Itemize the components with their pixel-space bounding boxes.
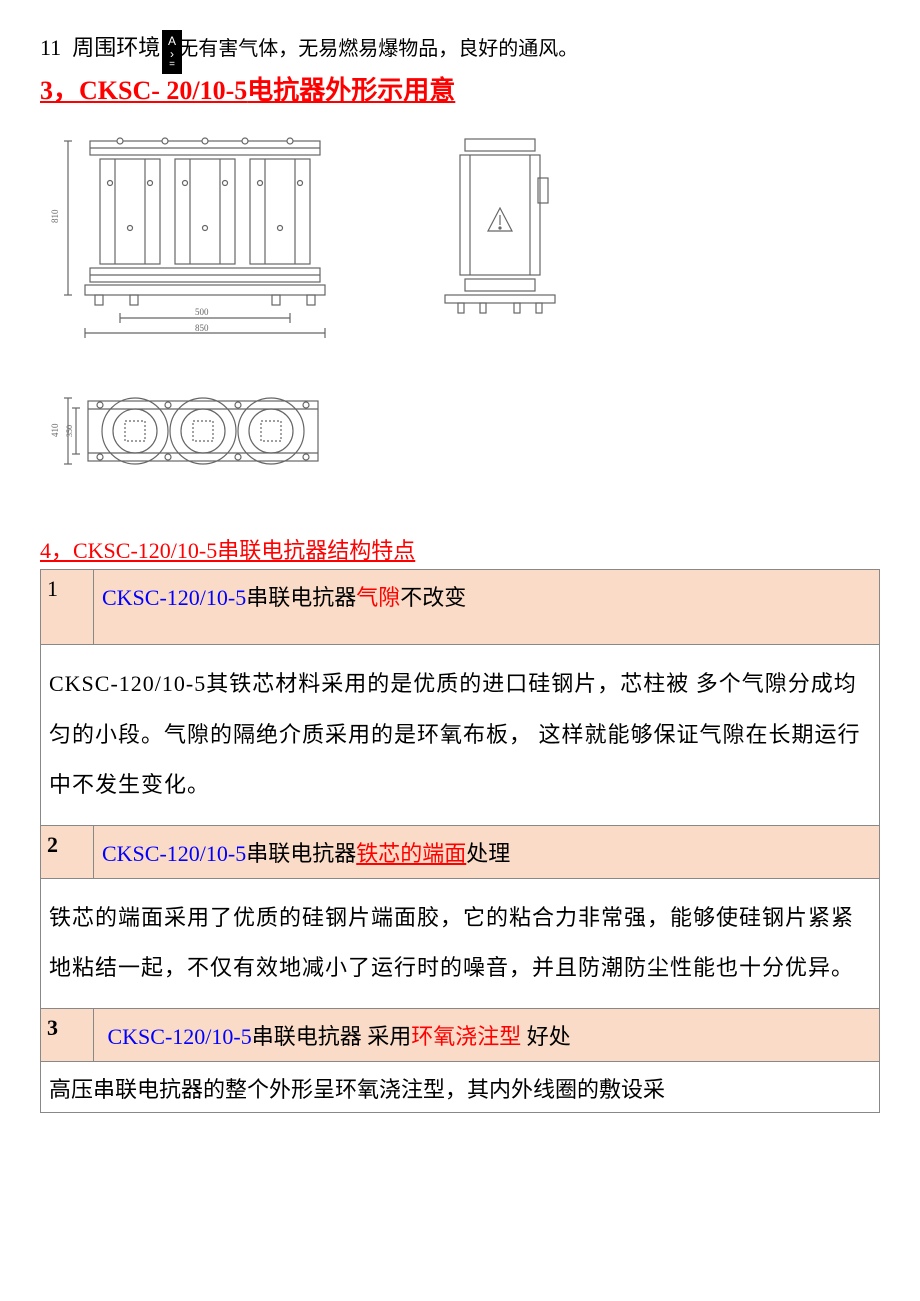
dim-top-h2: 350 bbox=[65, 425, 74, 437]
r1-title: CKSC-120/10-5串联电抗器气隙不改变 bbox=[94, 570, 880, 645]
dim-top-h: 410 bbox=[50, 423, 60, 437]
dim-h: 810 bbox=[50, 209, 60, 223]
r1-num: 1 bbox=[41, 570, 94, 645]
row-11-desc: 无有害气体，无易燃易爆物品，良好的通风。 bbox=[178, 30, 578, 61]
section-3-prefix: 3， bbox=[40, 76, 79, 105]
r2-title: CKSC-120/10-5串联电抗器铁芯的端面处理 bbox=[94, 825, 880, 878]
row-11-index: 11 bbox=[40, 35, 61, 60]
nav-a: A bbox=[168, 34, 176, 48]
r2-num: 2 bbox=[41, 825, 94, 878]
section-3-model: CKSC- 20/10-5 bbox=[79, 76, 247, 105]
nav-button[interactable]: A › = bbox=[162, 30, 182, 74]
diagram-front-view: 810 500 850 bbox=[40, 123, 350, 343]
dim-outer: 850 bbox=[195, 323, 209, 333]
row-11: 11 周围环境 A › = 无有害气体，无易燃易爆物品，良好的通风。 bbox=[40, 30, 880, 62]
r1-body: CKSC-120/10-5其铁芯材料采用的是优质的进口硅钢片，芯柱被 多个气隙分… bbox=[41, 645, 880, 826]
features-table: 1 CKSC-120/10-5串联电抗器气隙不改变 CKSC-120/10-5其… bbox=[40, 569, 880, 1113]
section-3-suffix: 电抗器外形示用意 bbox=[247, 76, 455, 105]
section-4-heading: 4，CKSC-120/10-5串联电抗器结构特点 bbox=[40, 533, 880, 565]
section-3-heading: 3，CKSC- 20/10-5电抗器外形示用意 bbox=[40, 70, 880, 107]
nav-eq: = bbox=[169, 60, 175, 70]
r3-num: 3 bbox=[41, 1008, 94, 1061]
r2-body: 铁芯的端面采用了优质的硅钢片端面胶，它的粘合力非常强，能够使硅钢片紧紧地粘结一起… bbox=[41, 878, 880, 1008]
figures-block: 810 500 850 bbox=[40, 123, 880, 517]
diagram-side-view bbox=[410, 123, 580, 343]
row-11-label: 周围环境 bbox=[72, 35, 160, 60]
r3-body: 高压串联电抗器的整个外形呈环氧浇注型，其内外线圈的敷设采 bbox=[41, 1061, 880, 1112]
dim-w: 500 bbox=[195, 307, 209, 317]
r3-title: CKSC-120/10-5串联电抗器 采用环氧浇注型 好处 bbox=[94, 1008, 880, 1061]
row-11-left: 11 周围环境 A › = bbox=[40, 30, 160, 62]
diagram-top-view: 410 350 bbox=[40, 361, 350, 511]
